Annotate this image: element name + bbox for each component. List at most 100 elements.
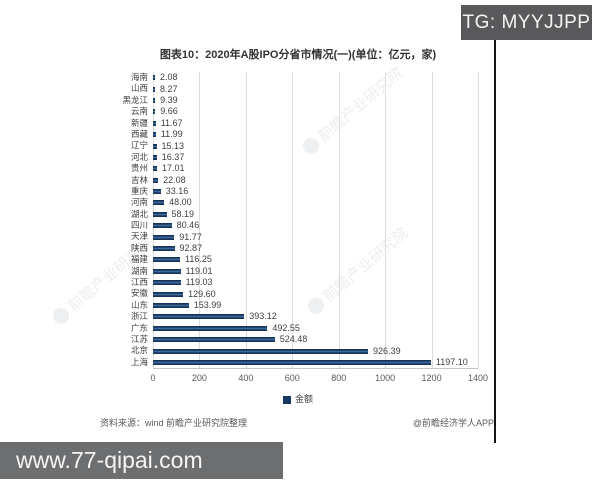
bar <box>153 325 268 331</box>
category-label: 天津 <box>130 231 148 242</box>
bar <box>153 120 156 126</box>
bar <box>153 303 189 308</box>
bar-row: 91.77 <box>153 231 478 242</box>
x-axis-tick-label: 0 <box>150 373 156 384</box>
bar <box>153 223 172 229</box>
gridline <box>292 72 294 369</box>
bar-row: 16.37 <box>153 152 478 163</box>
category-label: 河北 <box>130 151 148 162</box>
category-label: 四川 <box>130 220 148 231</box>
bar <box>153 234 175 240</box>
bar-row: 524.48 <box>153 334 478 345</box>
gridline <box>431 72 433 369</box>
value-label: 129.60 <box>188 288 216 299</box>
bar-row: 80.46 <box>153 220 478 231</box>
bar-row: 492.55 <box>153 323 478 334</box>
category-label: 福建 <box>130 254 148 265</box>
bar-row: 119.01 <box>153 266 478 277</box>
category-label: 湖南 <box>130 265 148 276</box>
bar <box>153 337 275 343</box>
source-note: 资料来源：wind 前瞻产业研究院整理 <box>100 418 248 428</box>
bar <box>153 257 180 263</box>
gridline <box>245 72 247 369</box>
bar-row: 119.03 <box>153 277 478 288</box>
bar <box>153 348 369 354</box>
chart-title: 图表10：2020年A股IPO分省市情况(一)(单位：亿元，家) <box>159 49 437 61</box>
bar-row: 2.08 <box>153 72 478 83</box>
watermark-logo-icon <box>49 304 73 327</box>
bar <box>153 189 161 195</box>
category-label: 广东 <box>130 322 148 333</box>
bar <box>153 154 157 160</box>
value-label: 8.27 <box>160 83 178 94</box>
site-banner: www.77-qipai.com <box>0 442 283 479</box>
category-label: 贵州 <box>130 163 148 174</box>
value-label: 1197.10 <box>435 356 468 367</box>
bar-row: 1197.10 <box>153 357 478 368</box>
x-axis-tick-label: 600 <box>284 373 300 384</box>
value-label: 48.00 <box>169 197 192 208</box>
value-label: 15.13 <box>161 140 185 151</box>
value-label: 153.99 <box>193 300 222 310</box>
bar-row: 17.01 <box>153 163 478 174</box>
category-label: 江苏 <box>130 333 148 344</box>
bar <box>153 359 431 365</box>
bar-row: 48.00 <box>153 197 478 208</box>
value-label: 926.39 <box>373 345 401 356</box>
category-label: 湖北 <box>130 208 148 219</box>
value-label: 22.08 <box>163 174 186 185</box>
value-label: 11.99 <box>160 129 183 140</box>
bar <box>153 280 181 286</box>
legend: 金额 <box>100 395 496 404</box>
category-label: 吉林 <box>130 174 148 185</box>
category-label: 浙江 <box>130 311 148 322</box>
category-label: 海南 <box>130 72 148 82</box>
bar-row: 9.66 <box>153 106 478 117</box>
gridline <box>385 72 387 369</box>
category-label: 江西 <box>130 277 148 288</box>
bar-row: 9.39 <box>153 95 478 106</box>
bar <box>153 200 165 206</box>
x-axis-tick-label: 400 <box>238 373 254 384</box>
value-label: 9.66 <box>160 106 178 117</box>
category-label: 云南 <box>130 106 148 117</box>
plot-area: 海南 山西 黑龙江 云南 新疆 西藏 辽宁 河北 贵州 吉林 重庆 河南 湖北 四川 天津 陕西 福建 湖南 江西安… <box>100 72 496 370</box>
x-axis-tick-label: 800 <box>331 373 347 384</box>
value-label: 33.16 <box>165 186 189 197</box>
gridline <box>338 72 340 369</box>
gridline <box>153 72 154 369</box>
category-label: 新疆 <box>130 117 148 128</box>
category-label: 陕西 <box>130 242 148 253</box>
value-label: 119.03 <box>185 277 213 288</box>
bar-row: 92.87 <box>153 243 478 254</box>
x-axis-tick-label: 1000 <box>375 373 396 384</box>
value-label: 16.37 <box>161 151 185 162</box>
vertical-divider <box>494 40 496 443</box>
category-label: 辽宁 <box>130 140 148 151</box>
value-label: 2.08 <box>160 72 178 83</box>
category-label: 黑龙江 <box>122 94 148 105</box>
legend-swatch-icon <box>282 395 291 404</box>
value-label: 92.87 <box>179 243 203 254</box>
bar-row: 15.13 <box>153 140 478 151</box>
category-label: 重庆 <box>130 185 148 196</box>
value-label: 58.19 <box>171 208 195 219</box>
gridline <box>199 72 201 369</box>
bar-row: 153.99 <box>153 300 478 311</box>
category-label: 西藏 <box>130 128 148 139</box>
bars-area: 2.08 8.27 9.39 9.66 11.67 11.99 15.13 16.37 17.0… <box>153 72 479 370</box>
value-label: 80.46 <box>176 220 200 231</box>
gridline <box>478 72 479 369</box>
bar-row: 8.27 <box>153 83 478 94</box>
category-label: 安徽 <box>130 288 148 299</box>
value-label: 524.48 <box>279 334 308 345</box>
bar <box>153 109 156 115</box>
value-label: 17.01 <box>161 163 185 174</box>
category-label: 山西 <box>130 83 148 94</box>
bar <box>153 143 157 149</box>
x-axis-tick-label: 1200 <box>421 373 442 384</box>
bar <box>153 177 159 183</box>
value-label: 9.39 <box>160 94 178 105</box>
x-axis-tick-label: 1400 <box>467 373 489 384</box>
